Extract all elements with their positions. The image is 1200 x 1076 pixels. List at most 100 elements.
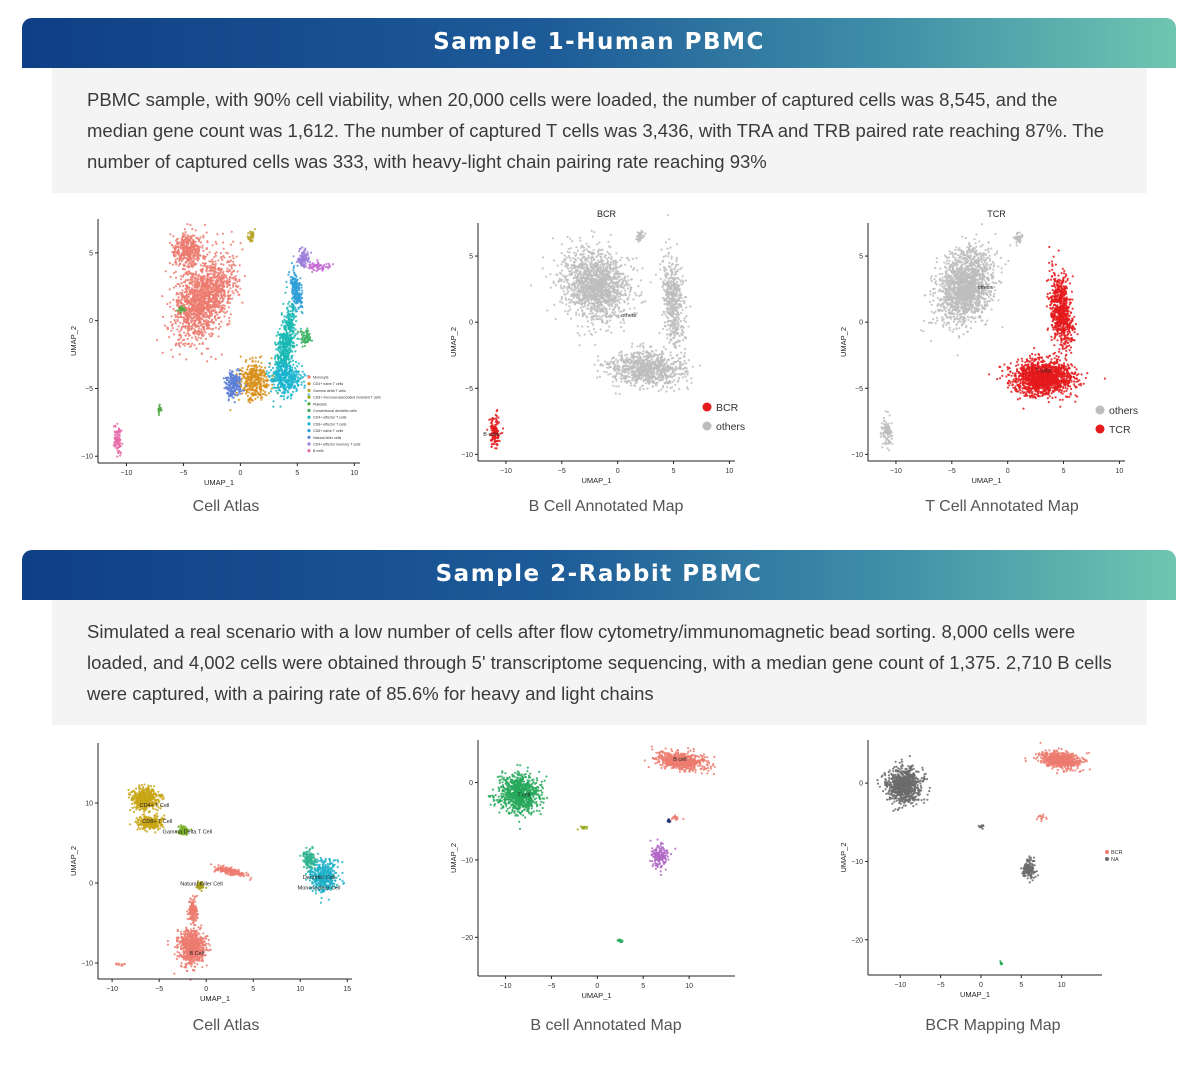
data-point	[331, 263, 335, 266]
data-point	[190, 263, 193, 267]
data-point	[179, 275, 183, 278]
data-point	[624, 289, 627, 292]
data-point	[256, 378, 259, 381]
data-point	[259, 371, 262, 374]
data-point	[272, 400, 275, 403]
data-point	[214, 260, 217, 263]
data-point	[293, 271, 296, 274]
sample1-description-text: PBMC sample, with 90% cell viability, wh…	[87, 89, 1105, 172]
data-point	[205, 347, 208, 350]
data-point	[279, 405, 282, 408]
data-point	[262, 371, 265, 374]
data-point	[197, 336, 200, 339]
data-point	[292, 329, 295, 332]
data-point	[189, 312, 192, 315]
data-point	[301, 289, 304, 292]
data-point	[273, 383, 276, 386]
data-point	[245, 390, 248, 393]
data-point	[301, 292, 304, 295]
data-point	[198, 284, 201, 287]
data-point	[282, 340, 285, 343]
data-point	[205, 290, 208, 293]
data-point	[120, 429, 123, 432]
data-point	[560, 243, 563, 246]
data-point	[251, 399, 254, 402]
data-point	[214, 280, 218, 283]
data-point	[291, 277, 295, 281]
data-point	[285, 323, 288, 326]
data-point	[294, 350, 297, 353]
data-point	[299, 301, 302, 304]
data-point	[627, 259, 631, 262]
data-point	[638, 294, 641, 297]
data-point	[189, 278, 192, 281]
data-point	[276, 331, 280, 334]
data-point	[211, 303, 214, 306]
data-point	[290, 261, 293, 265]
data-point	[560, 278, 563, 281]
data-point	[291, 345, 294, 348]
data-point	[174, 309, 177, 312]
data-point	[618, 272, 622, 275]
data-point	[180, 307, 183, 310]
data-point	[626, 287, 629, 290]
data-point	[217, 327, 220, 330]
data-point	[209, 281, 212, 284]
data-point	[197, 295, 200, 299]
data-point	[618, 310, 621, 313]
data-point	[307, 339, 310, 342]
data-point	[265, 372, 268, 375]
data-point	[216, 271, 219, 274]
data-point	[187, 265, 190, 268]
data-point	[310, 339, 314, 342]
data-point	[183, 316, 186, 319]
data-point	[232, 260, 235, 263]
data-point	[202, 236, 205, 239]
cluster-green-mid	[297, 327, 314, 348]
data-point	[177, 252, 180, 255]
data-point	[611, 302, 614, 305]
data-point	[183, 298, 186, 302]
data-point	[301, 312, 304, 315]
data-point	[174, 320, 177, 323]
data-point	[205, 294, 209, 297]
data-point	[211, 333, 214, 336]
data-point	[205, 248, 208, 251]
data-point	[180, 336, 183, 339]
data-point	[179, 329, 183, 332]
data-point	[609, 233, 612, 236]
data-point	[231, 396, 234, 399]
data-point	[236, 379, 239, 382]
data-point	[239, 378, 242, 381]
data-point	[171, 355, 174, 358]
data-point	[211, 260, 214, 263]
data-point	[281, 372, 284, 375]
cluster-platelets	[176, 305, 187, 314]
data-point	[633, 267, 636, 270]
data-point	[178, 353, 181, 356]
data-point	[277, 363, 280, 366]
data-point	[277, 347, 280, 350]
data-point	[171, 263, 174, 266]
data-point	[267, 371, 271, 374]
data-point	[581, 294, 584, 297]
data-point	[239, 242, 242, 245]
data-point	[288, 370, 291, 373]
data-point	[270, 369, 273, 372]
data-point	[633, 312, 636, 315]
data-point	[228, 320, 231, 323]
data-point	[284, 347, 287, 350]
data-point	[194, 277, 197, 280]
data-point	[245, 392, 248, 395]
data-point	[273, 357, 276, 360]
data-point	[291, 366, 294, 369]
data-point	[229, 369, 232, 372]
data-point	[560, 252, 563, 255]
data-point	[196, 339, 199, 342]
data-point	[254, 397, 257, 400]
data-point	[231, 290, 234, 293]
data-point	[529, 284, 533, 287]
data-point	[198, 342, 201, 345]
